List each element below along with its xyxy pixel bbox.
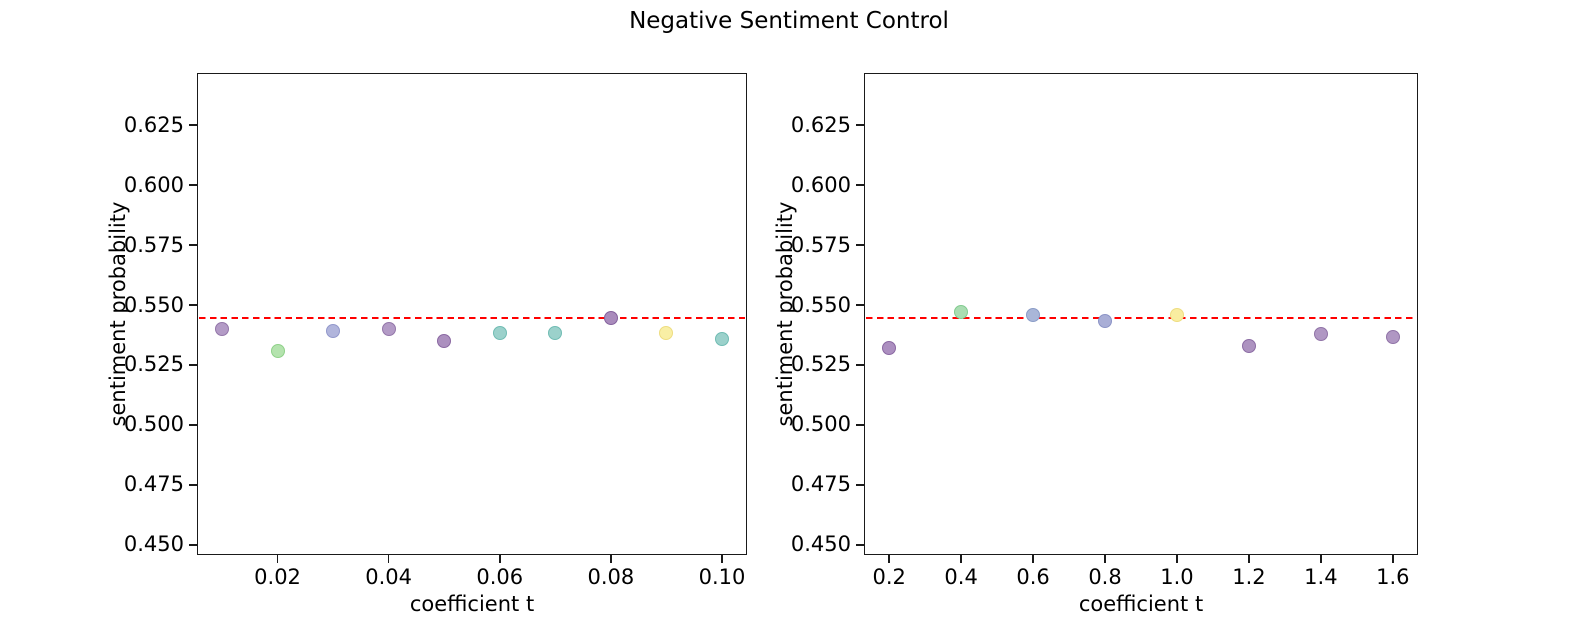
left-y-tick-mark [189, 184, 197, 186]
right-x-tick-mark [1392, 555, 1394, 563]
right-y-tick-label: 0.475 [790, 472, 851, 497]
left-scatter-point [548, 325, 563, 340]
right-y-tick-label: 0.600 [790, 172, 851, 197]
left-y-tick-mark [189, 424, 197, 426]
right-x-tick-label: 0.4 [944, 565, 978, 589]
right-y-tick-mark [856, 484, 864, 486]
left-y-tick-mark [189, 124, 197, 126]
left-x-axis-label: coefficient t [409, 592, 535, 616]
right-y-tick-mark [856, 184, 864, 186]
right-x-tick-label: 0.8 [1088, 565, 1122, 589]
left-y-tick-label: 0.450 [123, 532, 184, 557]
left-x-tick-mark [610, 555, 612, 563]
left-y-tick-label: 0.625 [123, 112, 184, 137]
left-scatter-point [381, 321, 396, 336]
left-y-tick-label: 0.475 [123, 472, 184, 497]
right-reference-line [865, 317, 1417, 320]
right-scatter-point [1241, 338, 1256, 353]
left-x-tick-label: 0.02 [254, 565, 301, 589]
right-y-tick-mark [856, 244, 864, 246]
left-scatter-point [270, 343, 285, 358]
left-y-tick-mark [189, 364, 197, 366]
right-x-tick-mark [1320, 555, 1322, 563]
left-y-tick-label: 0.600 [123, 172, 184, 197]
right-y-tick-label: 0.550 [790, 292, 851, 317]
right-x-tick-mark [1032, 555, 1034, 563]
right-scatter-point [1313, 326, 1328, 341]
left-scatter-point [326, 324, 341, 339]
left-scatter-point [492, 325, 507, 340]
left-y-tick-mark [189, 304, 197, 306]
left-scatter-point [437, 333, 452, 348]
right-y-tick-mark [856, 304, 864, 306]
right-scatter-point [1169, 307, 1184, 322]
left-reference-line [198, 317, 746, 320]
right-x-axis-label: coefficient t [1078, 592, 1204, 616]
right-x-tick-mark [1104, 555, 1106, 563]
right-x-tick-label: 0.6 [1016, 565, 1050, 589]
left-y-tick-label: 0.575 [123, 232, 184, 257]
right-scatter-point [1098, 313, 1113, 328]
right-y-tick-label: 0.575 [790, 232, 851, 257]
right-x-tick-mark [1176, 555, 1178, 563]
left-x-tick-label: 0.06 [476, 565, 524, 589]
right-y-tick-label: 0.450 [790, 532, 851, 557]
right-scatter-point [1026, 307, 1041, 322]
right-y-tick-mark [856, 544, 864, 546]
right-x-tick-label: 0.2 [872, 565, 906, 589]
left-scatter-point [603, 311, 618, 326]
left-x-tick-mark [387, 555, 390, 563]
chart-title: Negative Sentiment Control [629, 8, 949, 34]
right-y-tick-label: 0.625 [790, 112, 851, 137]
left-y-tick-mark [189, 544, 197, 546]
left-scatter-point [659, 325, 674, 340]
right-scatter-point [882, 341, 897, 356]
left-plot-axes [197, 73, 747, 555]
right-x-tick-mark [960, 555, 962, 563]
right-x-tick-mark [888, 555, 890, 563]
left-y-tick-label: 0.500 [123, 412, 184, 437]
right-y-tick-label: 0.500 [790, 412, 851, 437]
right-y-tick-mark [856, 364, 864, 366]
left-y-tick-mark [189, 484, 197, 486]
left-scatter-point [715, 331, 729, 346]
right-scatter-point [1385, 330, 1400, 345]
left-y-tick-label: 0.525 [123, 352, 184, 377]
right-x-tick-label: 1.6 [1376, 565, 1410, 589]
left-x-tick-mark [498, 555, 501, 563]
right-y-tick-mark [856, 424, 864, 426]
left-scatter-point [215, 321, 229, 336]
right-y-tick-mark [856, 124, 864, 126]
right-x-tick-label: 1.4 [1304, 565, 1338, 589]
right-x-tick-label: 1.2 [1232, 565, 1266, 589]
left-x-tick-label: 0.10 [698, 565, 746, 589]
left-x-tick-mark [721, 555, 723, 563]
left-x-tick-label: 0.08 [587, 565, 635, 589]
right-x-tick-mark [1248, 555, 1250, 563]
right-y-tick-label: 0.525 [790, 352, 851, 377]
left-x-tick-mark [276, 555, 279, 563]
left-x-tick-label: 0.04 [365, 565, 413, 589]
left-y-tick-mark [189, 244, 197, 246]
right-x-tick-label: 1.0 [1160, 565, 1194, 589]
right-scatter-point [954, 305, 969, 320]
right-plot-axes [864, 73, 1418, 555]
left-y-tick-label: 0.550 [123, 292, 184, 317]
